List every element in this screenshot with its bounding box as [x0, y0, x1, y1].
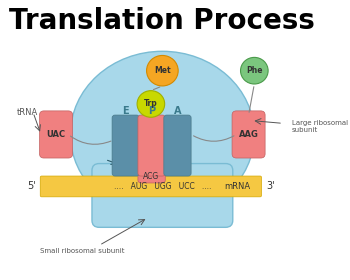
FancyBboxPatch shape — [40, 176, 261, 197]
Text: A: A — [174, 106, 181, 116]
Text: Small ribosomal subunit: Small ribosomal subunit — [40, 248, 124, 254]
Text: Translation Process: Translation Process — [9, 7, 315, 35]
FancyBboxPatch shape — [232, 111, 265, 158]
Text: Trp: Trp — [144, 99, 158, 108]
Text: Large ribosomal
subunit: Large ribosomal subunit — [292, 120, 348, 133]
Circle shape — [147, 55, 178, 86]
Text: mRNA: mRNA — [224, 182, 250, 191]
Text: ....   AUG   UGG   UCC   ....: .... AUG UGG UCC .... — [114, 182, 211, 191]
Circle shape — [137, 91, 164, 117]
Text: 3': 3' — [266, 181, 274, 192]
Text: AAG: AAG — [239, 130, 259, 139]
FancyBboxPatch shape — [164, 115, 191, 176]
FancyBboxPatch shape — [112, 115, 139, 176]
Text: Met: Met — [154, 66, 171, 75]
FancyBboxPatch shape — [40, 111, 72, 158]
Text: Phe: Phe — [246, 66, 262, 75]
Text: 5': 5' — [27, 181, 36, 192]
Text: UAC: UAC — [47, 130, 65, 139]
FancyBboxPatch shape — [92, 164, 233, 227]
Text: P: P — [148, 106, 155, 116]
Ellipse shape — [70, 51, 254, 218]
Circle shape — [240, 57, 268, 84]
Text: ACG: ACG — [144, 172, 160, 181]
Text: E: E — [122, 106, 129, 116]
FancyBboxPatch shape — [138, 115, 165, 176]
Text: tRNA: tRNA — [17, 108, 38, 117]
FancyBboxPatch shape — [138, 116, 165, 183]
